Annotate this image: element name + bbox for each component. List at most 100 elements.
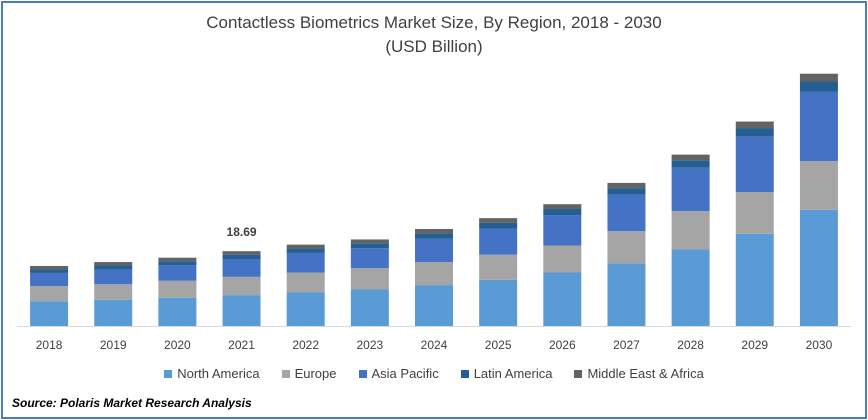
bar-segment-2022-asia-pacific [286, 252, 325, 273]
bar-segment-2023-europe [350, 268, 389, 290]
bar-segment-2019-europe [94, 284, 133, 300]
legend-swatch [281, 369, 290, 378]
legend-label: North America [177, 366, 260, 381]
legend-item: Latin America [460, 366, 553, 381]
bar-segment-2018-europe [30, 285, 69, 302]
legend-label: Europe [294, 366, 337, 381]
bar-segment-2028-north-america [671, 249, 710, 326]
bar-segment-2023-north-america [350, 289, 389, 326]
bar-segment-2020-north-america [158, 297, 197, 326]
bar-segment-2030-north-america [799, 209, 838, 326]
data-label: 18.69 [227, 225, 257, 239]
bar-segment-2019-latin-america [94, 265, 133, 270]
bar-segment-2027-latin-america [607, 188, 646, 195]
bar-segment-2022-latin-america [286, 248, 325, 253]
bar-segment-2027-middle-east-africa [607, 182, 646, 189]
bar-segment-2025-middle-east-africa [479, 218, 518, 223]
bar-segment-2029-asia-pacific [735, 136, 774, 193]
source-note: Source: Polaris Market Research Analysis [12, 396, 252, 410]
legend-swatch [460, 369, 469, 378]
legend-swatch [164, 369, 173, 378]
bar-segment-2021-europe [222, 276, 261, 296]
bar-segment-2024-north-america [415, 285, 453, 326]
bar-segment-2025-north-america [479, 279, 518, 326]
legend-swatch [574, 369, 583, 378]
bar-segment-2018-latin-america [30, 269, 69, 273]
legend-item: Asia Pacific [358, 366, 439, 381]
bar-segment-2028-europe [671, 211, 710, 250]
bar-segment-2023-asia-pacific [350, 248, 389, 269]
bar-segment-2021-asia-pacific [222, 259, 261, 277]
bar-segment-2025-europe [479, 254, 518, 280]
x-tick-label: 2020 [164, 338, 191, 352]
bar-segment-2022-north-america [286, 292, 325, 326]
bar-segment-2026-asia-pacific [543, 215, 582, 246]
x-tick-label: 2025 [485, 338, 512, 352]
x-tick-label: 2021 [228, 338, 255, 352]
x-tick-label: 2030 [806, 338, 833, 352]
bar-segment-2020-asia-pacific [158, 265, 197, 281]
bar-segment-2025-latin-america [479, 222, 518, 229]
bar-segment-2029-middle-east-africa [735, 121, 774, 129]
x-tick-label: 2023 [356, 338, 383, 352]
bar-segment-2021-latin-america [222, 254, 261, 260]
bar-segment-2030-europe [799, 161, 838, 210]
x-tick-label: 2022 [292, 338, 319, 352]
chart-legend: North America Europe Asia Pacific Latin Ame… [0, 366, 868, 381]
legend-label: Asia Pacific [371, 366, 439, 381]
bar-segment-2027-asia-pacific [607, 194, 646, 232]
bar-segment-2025-asia-pacific [479, 228, 518, 255]
bar-segment-2018-middle-east-africa [30, 265, 69, 270]
bar-segment-2026-europe [543, 245, 582, 273]
bar-segment-2022-middle-east-africa [286, 244, 325, 249]
bar-segment-2021-north-america [222, 295, 261, 326]
bar-segment-2028-middle-east-africa [671, 154, 710, 161]
bar-segment-2026-north-america [543, 272, 582, 326]
bar-segment-2023-middle-east-africa [350, 239, 389, 244]
bar-segment-2020-middle-east-africa [158, 257, 197, 262]
bar-segment-2019-middle-east-africa [94, 262, 133, 266]
bar-segment-2020-latin-america [158, 261, 197, 266]
bar-segment-2030-asia-pacific [799, 91, 838, 162]
bar-segment-2030-latin-america [799, 81, 838, 92]
bar-segment-2026-latin-america [543, 208, 582, 216]
bar-segment-2027-north-america [607, 263, 646, 326]
bar-segment-2028-asia-pacific [671, 167, 710, 212]
bar-segment-2024-middle-east-africa [415, 228, 453, 234]
x-tick-label: 2029 [741, 338, 768, 352]
legend-swatch [358, 369, 367, 378]
bar-segment-2019-asia-pacific [94, 269, 133, 285]
chart-title: Contactless Biometrics Market Size, By R… [206, 13, 662, 32]
bar-segment-2029-europe [735, 192, 774, 234]
bar-segment-2024-europe [415, 262, 453, 286]
legend-label: Latin America [473, 366, 553, 381]
x-tick-label: 2018 [36, 338, 63, 352]
bar-segment-2018-asia-pacific [30, 272, 69, 286]
bar-segment-2029-latin-america [735, 128, 774, 137]
bar-segment-2023-latin-america [350, 243, 389, 249]
bar-segment-2020-europe [158, 280, 197, 298]
bar-segment-2030-middle-east-africa [799, 73, 838, 82]
bar-segment-2028-latin-america [671, 160, 710, 168]
legend-label: Middle East & Africa [587, 366, 704, 381]
bar-segment-2019-north-america [94, 299, 133, 326]
bar-segment-2024-latin-america [415, 233, 453, 239]
x-tick-label: 2019 [100, 338, 127, 352]
bar-segment-2029-north-america [735, 233, 774, 326]
bar-segment-2026-middle-east-africa [543, 204, 582, 209]
x-tick-label: 2026 [549, 338, 576, 352]
bar-segment-2022-europe [286, 272, 325, 293]
bar-segment-2024-asia-pacific [415, 238, 453, 263]
chart-subtitle: (USD Billion) [385, 37, 483, 56]
bar-segment-2027-europe [607, 231, 646, 264]
x-tick-label: 2027 [613, 338, 640, 352]
legend-item: Europe [281, 366, 337, 381]
x-tick-label: 2024 [421, 338, 448, 352]
legend-item: Middle East & Africa [574, 366, 704, 381]
legend-item: North America [164, 366, 260, 381]
x-tick-label: 2028 [677, 338, 704, 352]
bar-segment-2018-north-america [30, 301, 69, 326]
bar-segment-2021-middle-east-africa [222, 251, 261, 255]
